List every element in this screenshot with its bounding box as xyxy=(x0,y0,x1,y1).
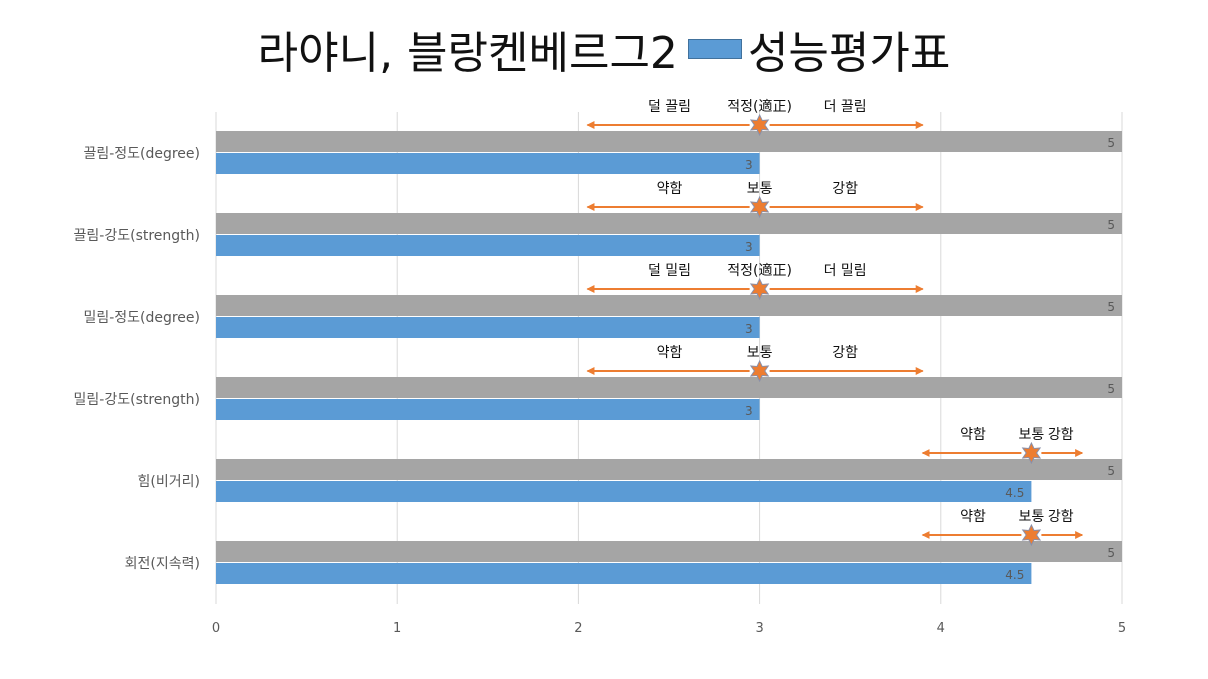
star-marker-0 xyxy=(749,113,770,137)
annotation-right-5: 강함 xyxy=(1048,509,1074,525)
max-data-label-4: 5 xyxy=(1107,464,1115,478)
value-bar-5 xyxy=(216,563,1032,584)
annotation-left-0: 덜 끌림 xyxy=(648,99,691,115)
category-label-5: 회전(지속력) xyxy=(125,556,200,572)
annotation-right-0: 더 끌림 xyxy=(824,99,867,115)
value-data-label-1: 3 xyxy=(745,240,753,254)
category-label-1: 끌림-강도(strength) xyxy=(74,228,200,244)
legend-swatch xyxy=(687,39,742,59)
star-marker-3 xyxy=(749,359,770,383)
value-bar-4 xyxy=(216,481,1032,502)
x-tick-label-2: 2 xyxy=(574,621,582,636)
value-bar-3 xyxy=(216,399,760,420)
annotation-left-5: 약함 xyxy=(960,509,986,525)
max-bar-2 xyxy=(216,295,1122,316)
annotation-right-2: 더 밀림 xyxy=(824,263,867,279)
category-label-3: 밀림-강도(strength) xyxy=(74,392,200,408)
x-tick-label-5: 5 xyxy=(1118,621,1126,636)
max-data-label-0: 5 xyxy=(1107,136,1115,150)
star-marker-4 xyxy=(1021,441,1042,465)
x-tick-label-4: 4 xyxy=(937,621,945,636)
star-marker-2 xyxy=(749,277,770,301)
annotation-left-1: 약함 xyxy=(657,181,683,197)
star-marker-5 xyxy=(1021,523,1042,547)
annotation-left-4: 약함 xyxy=(960,427,986,443)
value-data-label-2: 3 xyxy=(745,322,753,336)
max-bar-1 xyxy=(216,213,1122,234)
labels: 0 1 2 3 4 5 5 3 끌림-정도(degree) 5 3 끌림-강도(strength) 5 3… xyxy=(74,136,1127,636)
chart-title: 라야니, 블랑켄베르그2 성능평가표 xyxy=(0,14,1208,84)
max-bar-3 xyxy=(216,377,1122,398)
max-bar-5 xyxy=(216,541,1122,562)
annotation-center-1: 보통 xyxy=(747,181,773,197)
gridlines xyxy=(215,112,1123,604)
value-data-label-5: 4.5 xyxy=(1005,568,1024,582)
value-data-label-0: 3 xyxy=(745,158,753,172)
annotation-right-4: 강함 xyxy=(1048,427,1074,443)
value-data-label-3: 3 xyxy=(745,404,753,418)
annotation-center-4: 보통 xyxy=(1019,427,1045,443)
category-label-0: 끌림-정도(degree) xyxy=(83,146,200,162)
max-bar-4 xyxy=(216,459,1122,480)
chart-title-text: 라야니, 블랑켄베르그2 xyxy=(257,28,678,79)
max-data-label-2: 5 xyxy=(1107,300,1115,314)
category-label-4: 힘(비거리) xyxy=(138,474,200,490)
annotation-center-2: 적정(適正) xyxy=(727,262,792,279)
max-data-label-5: 5 xyxy=(1107,546,1115,560)
annotation-center-3: 보통 xyxy=(747,345,773,361)
star-marker-1 xyxy=(749,195,770,219)
value-data-label-4: 4.5 xyxy=(1005,486,1024,500)
value-bar-2 xyxy=(216,317,760,338)
max-data-label-1: 5 xyxy=(1107,218,1115,232)
annotation-left-3: 약함 xyxy=(657,345,683,361)
value-bar-0 xyxy=(216,153,760,174)
x-tick-label-0: 0 xyxy=(212,621,220,636)
annotation-center-5: 보통 xyxy=(1019,509,1045,525)
annotation-right-1: 강함 xyxy=(832,181,858,197)
bars xyxy=(216,131,1122,584)
category-label-2: 밀림-정도(degree) xyxy=(83,310,200,326)
annotation-left-2: 덜 밀림 xyxy=(648,263,691,279)
max-data-label-3: 5 xyxy=(1107,382,1115,396)
legend-label: 성능평가표 xyxy=(747,28,951,79)
annotation-center-0: 적정(適正) xyxy=(727,98,792,115)
max-bar-0 xyxy=(216,131,1122,152)
value-bar-1 xyxy=(216,235,760,256)
x-tick-label-1: 1 xyxy=(393,621,401,636)
x-tick-label-3: 3 xyxy=(755,621,763,636)
annotation-right-3: 강함 xyxy=(832,345,858,361)
